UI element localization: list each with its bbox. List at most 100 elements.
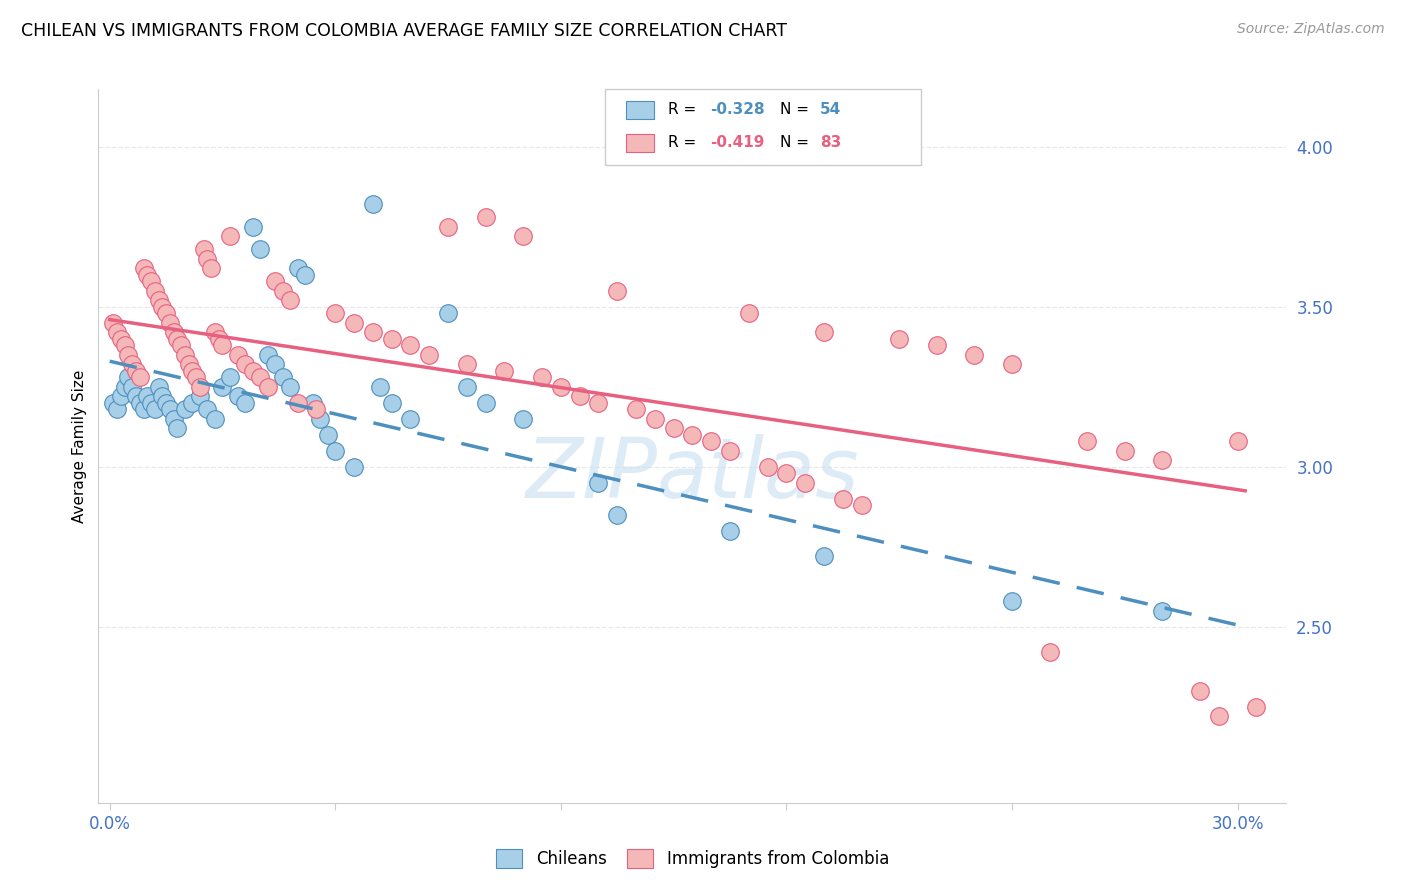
Point bbox=[588, 396, 610, 410]
Point bbox=[117, 348, 139, 362]
Point bbox=[208, 332, 231, 346]
Point bbox=[1152, 453, 1174, 467]
Point bbox=[1076, 434, 1098, 449]
Point bbox=[531, 370, 554, 384]
Point bbox=[813, 326, 835, 340]
Point bbox=[271, 284, 294, 298]
Point bbox=[110, 389, 132, 403]
Point bbox=[794, 475, 817, 490]
Point bbox=[264, 358, 287, 372]
Point bbox=[143, 284, 166, 298]
Legend: Chileans, Immigrants from Colombia: Chileans, Immigrants from Colombia bbox=[488, 840, 897, 877]
Point bbox=[456, 358, 478, 372]
Point bbox=[278, 380, 301, 394]
Point bbox=[494, 364, 516, 378]
Point bbox=[588, 475, 610, 490]
Point bbox=[200, 261, 222, 276]
Point bbox=[114, 338, 136, 352]
Point bbox=[851, 498, 873, 512]
Point bbox=[925, 338, 948, 352]
Point bbox=[128, 396, 150, 410]
Point bbox=[219, 229, 242, 244]
Point bbox=[418, 348, 440, 362]
Point bbox=[148, 293, 170, 308]
Point bbox=[166, 421, 188, 435]
Point bbox=[181, 396, 204, 410]
Point bbox=[301, 396, 323, 410]
Point bbox=[103, 316, 125, 330]
Point bbox=[1001, 358, 1024, 372]
Point bbox=[139, 396, 162, 410]
Point bbox=[197, 252, 219, 266]
Point bbox=[718, 443, 741, 458]
Point bbox=[162, 326, 184, 340]
Point bbox=[1246, 699, 1268, 714]
Point bbox=[1226, 434, 1249, 449]
Point bbox=[249, 370, 271, 384]
Point bbox=[1114, 443, 1136, 458]
Point bbox=[309, 412, 332, 426]
Point bbox=[606, 508, 628, 522]
Point bbox=[963, 348, 986, 362]
Point bbox=[148, 380, 170, 394]
Y-axis label: Average Family Size: Average Family Size bbox=[72, 369, 87, 523]
Point bbox=[197, 402, 219, 417]
Point bbox=[381, 396, 404, 410]
Text: 83: 83 bbox=[820, 136, 841, 150]
Point bbox=[343, 316, 366, 330]
Point bbox=[136, 268, 159, 282]
Text: 54: 54 bbox=[820, 103, 841, 117]
Point bbox=[889, 332, 911, 346]
Point bbox=[718, 524, 741, 538]
Point bbox=[150, 300, 173, 314]
Point bbox=[132, 402, 155, 417]
Point bbox=[103, 396, 125, 410]
Point bbox=[456, 380, 478, 394]
Point bbox=[512, 412, 534, 426]
Point bbox=[775, 466, 797, 480]
Point bbox=[1188, 683, 1211, 698]
Point bbox=[606, 284, 628, 298]
Point bbox=[136, 389, 159, 403]
Point bbox=[181, 364, 204, 378]
Point bbox=[756, 459, 779, 474]
Point bbox=[186, 370, 208, 384]
Point bbox=[662, 421, 685, 435]
Point bbox=[242, 219, 264, 234]
Point bbox=[370, 380, 392, 394]
Point bbox=[287, 396, 309, 410]
Point bbox=[323, 306, 346, 320]
Point bbox=[233, 358, 256, 372]
Point bbox=[128, 370, 150, 384]
Point bbox=[568, 389, 591, 403]
Point bbox=[211, 380, 233, 394]
Text: ZIPatlas: ZIPatlas bbox=[526, 434, 859, 515]
Point bbox=[125, 364, 148, 378]
Point bbox=[211, 338, 233, 352]
Point bbox=[170, 338, 193, 352]
Point bbox=[166, 332, 188, 346]
Point bbox=[121, 358, 143, 372]
Point bbox=[162, 412, 184, 426]
Text: Source: ZipAtlas.com: Source: ZipAtlas.com bbox=[1237, 22, 1385, 37]
Point bbox=[1001, 594, 1024, 608]
Point bbox=[110, 332, 132, 346]
Point bbox=[174, 402, 197, 417]
Point bbox=[143, 402, 166, 417]
Text: N =: N = bbox=[780, 136, 814, 150]
Point bbox=[361, 197, 384, 211]
Point bbox=[204, 412, 226, 426]
Point bbox=[226, 348, 249, 362]
Text: R =: R = bbox=[668, 136, 702, 150]
Point bbox=[305, 402, 328, 417]
Point bbox=[381, 332, 404, 346]
Point bbox=[437, 219, 460, 234]
Point bbox=[125, 389, 148, 403]
Point bbox=[550, 380, 572, 394]
Point bbox=[437, 306, 460, 320]
Point bbox=[294, 268, 316, 282]
Point bbox=[624, 402, 647, 417]
Text: R =: R = bbox=[668, 103, 702, 117]
Point bbox=[271, 370, 294, 384]
Point bbox=[174, 348, 197, 362]
